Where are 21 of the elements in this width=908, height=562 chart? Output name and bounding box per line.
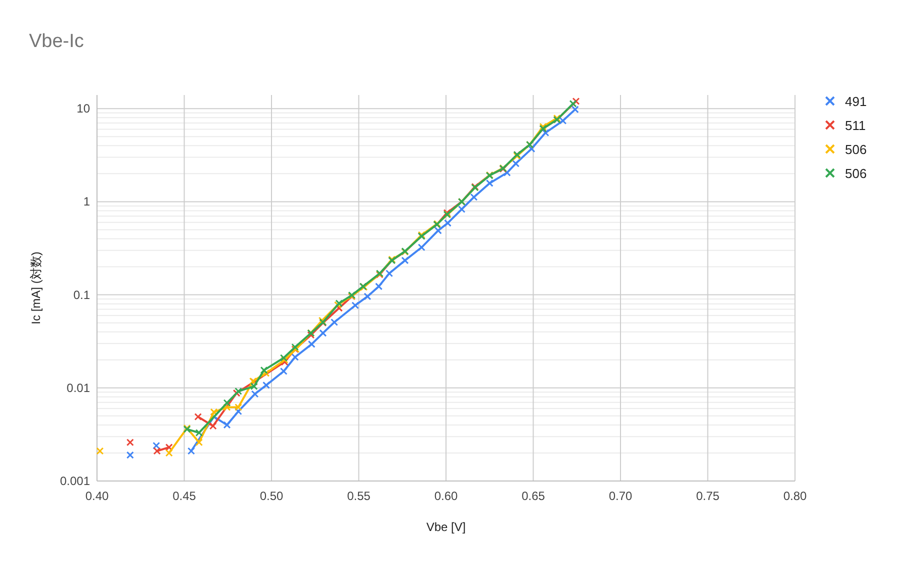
y-tick-label: 1	[83, 194, 90, 209]
x-axis-title: Vbe [V]	[426, 520, 466, 534]
y-tick-label: 0.001	[60, 474, 90, 488]
x-tick-label: 0.65	[522, 489, 546, 503]
x-tick-label: 0.40	[85, 489, 109, 503]
y-tick-label: 0.1	[73, 288, 90, 302]
x-tick-label: 0.50	[260, 489, 284, 503]
x-tick-label: 0.55	[347, 489, 371, 503]
legend-label: 491	[845, 94, 867, 109]
x-tick-label: 0.45	[172, 489, 196, 503]
y-tick-label: 10	[76, 102, 90, 116]
y-axis-title: Ic [mA] (対数)	[29, 252, 43, 324]
x-tick-label: 0.75	[696, 489, 720, 503]
legend-label: 506	[845, 166, 867, 181]
x-tick-label: 0.70	[608, 489, 632, 503]
y-tick-label: 0.01	[66, 380, 90, 395]
x-tick-label: 0.60	[434, 489, 458, 503]
x-tick-label: 0.80	[783, 489, 807, 503]
legend-label: 506	[845, 142, 867, 157]
chart-title: Vbe-Ic	[29, 31, 84, 52]
legend-label: 511	[845, 118, 866, 133]
